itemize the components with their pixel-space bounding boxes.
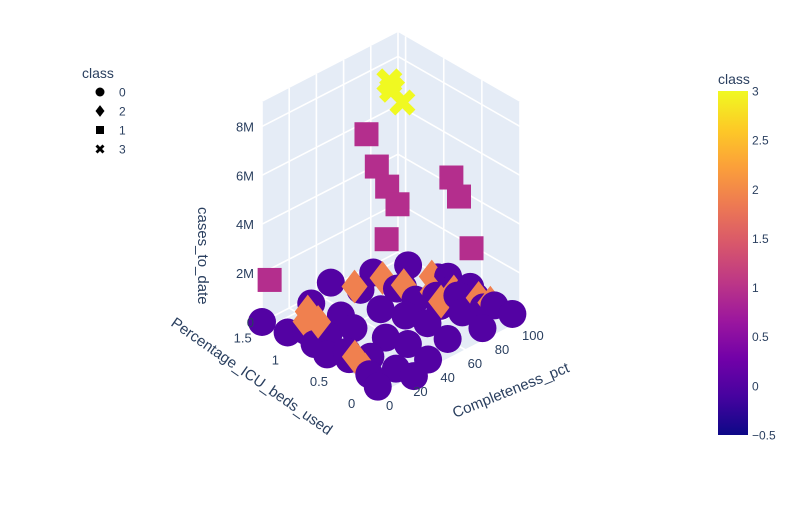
legend-item-0[interactable]: 0 (95, 86, 127, 100)
data-point-class-0 (393, 330, 422, 359)
data-point-class-0 (448, 298, 477, 327)
data-point-class-3 (389, 89, 416, 116)
y-tick-label: 1 (272, 352, 279, 367)
colorbar-tick-label: 0 (752, 379, 759, 393)
legend: class 0 2 1 3 (82, 65, 126, 157)
legend-label: 1 (119, 124, 126, 138)
x-tick-label: 80 (495, 342, 509, 357)
data-point-class-2 (390, 268, 417, 303)
colorbar-tick-label: 2 (752, 183, 759, 197)
grid-line-z (261, 55, 399, 128)
legend-label: 3 (119, 143, 126, 157)
data-point-class-0 (498, 299, 527, 328)
grid-line-z (397, 202, 521, 274)
data-point-class-0 (399, 362, 428, 391)
colorbar-tick-label: 1.5 (752, 232, 769, 246)
data-point-class-2 (305, 304, 332, 339)
data-point-class-0 (413, 309, 442, 338)
x-tick-label: 40 (440, 370, 454, 385)
data-point-class-1 (459, 236, 484, 261)
grid-line-z (261, 104, 399, 177)
legend-symbol-x-icon (95, 144, 105, 154)
data-point-class-0 (371, 323, 400, 352)
x-tick-label: 20 (413, 384, 427, 399)
data-point-class-1 (257, 267, 282, 292)
colorbar-gradient (718, 91, 748, 435)
colorbar-tick-label: 0.5 (752, 330, 769, 344)
data-point-class-0 (468, 314, 497, 343)
colorbar-tick-label: −0.5 (752, 429, 776, 443)
data-point-class-2 (341, 269, 368, 304)
data-point-class-2 (369, 261, 396, 295)
legend-title: class (82, 65, 114, 81)
data-point-class-1 (447, 184, 471, 209)
legend-symbol-circle-icon (95, 87, 105, 97)
y-tick-label: 0 (348, 396, 355, 411)
data-point-class-0 (339, 314, 368, 343)
grid-line-z (261, 202, 399, 274)
z-tick-label: 6M (236, 168, 254, 183)
legend-item-1[interactable]: 1 (96, 124, 126, 138)
x-tick-label: 60 (468, 356, 482, 371)
colorbar-tick-label: 1 (752, 281, 759, 295)
z-tick-label: 0 (247, 315, 254, 330)
data-point-class-1 (374, 227, 399, 252)
colorbar-tick-label: 3 (752, 85, 759, 99)
grid-line-z (397, 55, 521, 128)
grid-line-z (397, 104, 521, 177)
z-tick-label: 2M (236, 266, 254, 281)
legend-symbol-diamond-icon (95, 105, 105, 117)
back-plane-y (262, 32, 398, 322)
legend-item-2[interactable]: 2 (95, 105, 127, 119)
y-tick-label: 0.5 (310, 374, 328, 389)
data-point-class-0 (391, 301, 420, 330)
data-point-class-1 (354, 122, 379, 147)
z-axis-title: cases_to_date (194, 207, 211, 305)
z-tick-label: 4M (236, 217, 254, 232)
data-points (248, 68, 527, 401)
legend-label: 0 (119, 86, 126, 100)
legend-item-3[interactable]: 3 (95, 143, 127, 157)
data-point-class-0 (248, 308, 276, 336)
colorbar-tick-label: 2.5 (752, 134, 769, 148)
x-tick-label: 100 (522, 328, 544, 343)
legend-symbol-square-icon (96, 126, 104, 134)
legend-label: 2 (119, 105, 126, 119)
data-point-class-1 (364, 154, 389, 179)
data-point-class-1 (385, 192, 410, 217)
x-tick-label: 0 (386, 398, 393, 413)
data-point-class-0 (363, 372, 392, 401)
z-tick-label: 8M (236, 119, 254, 134)
data-point-class-0 (433, 324, 462, 353)
colorbar-title: class (718, 71, 750, 87)
y-tick-label: 1.5 (234, 330, 252, 345)
data-point-class-0 (366, 295, 395, 324)
colorbar: class 3 2.5 2 1.5 1 0.5 0 −0.5 (718, 71, 776, 443)
data-point-class-0 (316, 268, 345, 297)
